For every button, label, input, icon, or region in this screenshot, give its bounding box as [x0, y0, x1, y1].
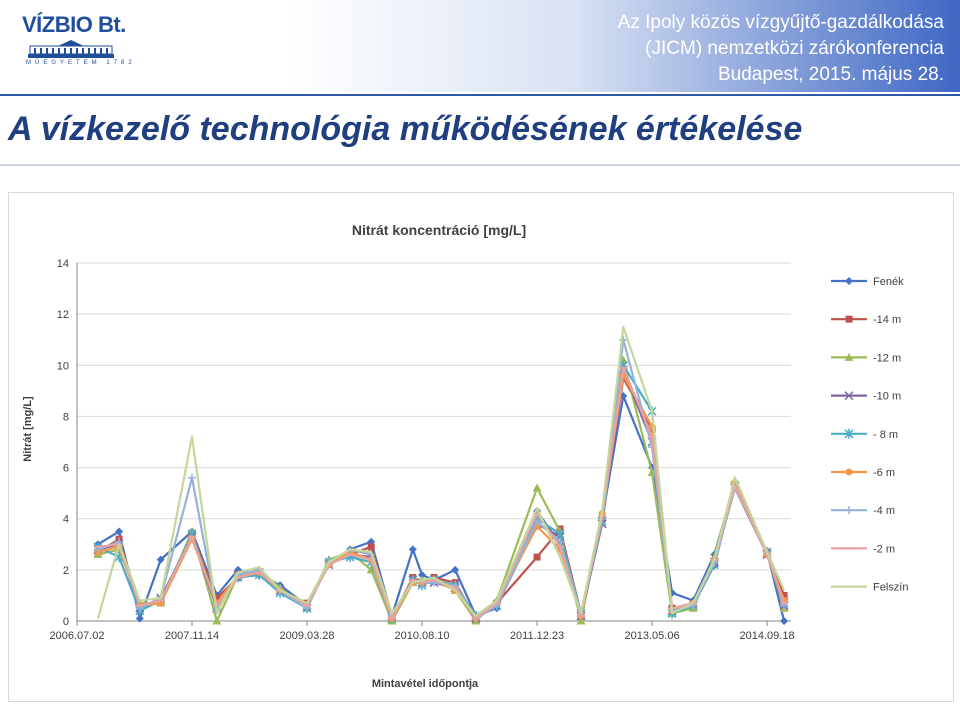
- data-point: [555, 529, 565, 540]
- legend-item: -4 m: [831, 505, 895, 517]
- data-point: [844, 428, 854, 439]
- data-point: [188, 473, 197, 482]
- conference-date: Budapest, 2015. május 28.: [717, 64, 944, 85]
- x-tick-label: 2014.09.18: [740, 630, 795, 642]
- data-point: [533, 553, 541, 561]
- y-axis-label: Nitrát [mg/L]: [22, 396, 34, 462]
- data-point: [451, 565, 460, 574]
- data-point: [845, 468, 853, 476]
- y-tick-label: 14: [57, 258, 69, 270]
- legend-item: Fenék: [831, 276, 904, 288]
- nitrate-line-chart: Nitrát koncentráció [mg/L] Nitrát [mg/L]…: [22, 222, 908, 690]
- y-tick-label: 12: [57, 309, 69, 321]
- y-tick-label: 6: [63, 463, 69, 475]
- y-tick-label: 0: [63, 616, 69, 628]
- data-point: [845, 277, 853, 285]
- data-point: [212, 616, 222, 625]
- data-point: [135, 614, 144, 623]
- data-point: [619, 335, 628, 344]
- legend-label: -6 m: [873, 467, 895, 479]
- y-tick-label: 8: [63, 411, 69, 423]
- data-point: [408, 545, 417, 554]
- legend-item: -2 m: [831, 543, 895, 555]
- legend-item: Felszín: [831, 582, 908, 594]
- slide-header: VÍZBIO Bt. MŰEGYETEM 1782 Az Ipoly közös…: [0, 0, 960, 92]
- data-point: [845, 315, 853, 323]
- company-logo: VÍZBIO Bt.: [22, 12, 126, 37]
- x-tick-label: 2009.03.28: [279, 630, 334, 642]
- legend-item: -12 m: [831, 352, 901, 364]
- header-divider: [0, 94, 960, 96]
- data-point: [532, 483, 542, 492]
- x-tick-label: 2011.12.23: [510, 630, 564, 642]
- legend-item: -6 m: [831, 467, 895, 479]
- x-tick-label: 2013.05.06: [625, 630, 680, 642]
- logo-subtitle: MŰEGYETEM 1782: [26, 60, 136, 66]
- legend-label: -2 m: [873, 543, 895, 555]
- conference-title-line2: (JICM) nemzetközi zárókonferencia: [645, 38, 944, 59]
- legend-label: -10 m: [873, 391, 901, 403]
- legend-label: Fenék: [873, 276, 904, 288]
- legend-item: -10 m: [831, 391, 901, 403]
- data-point: [115, 527, 124, 536]
- series-9: [96, 325, 786, 619]
- conference-title-line1: Az Ipoly közös vízgyűjtő-gazdálkodása: [617, 12, 944, 33]
- y-tick-label: 4: [63, 514, 69, 526]
- legend-item: - 8 m: [831, 429, 898, 441]
- data-point: [156, 555, 165, 564]
- x-tick-label: 2007.11.14: [165, 630, 219, 642]
- data-point: [844, 391, 854, 401]
- page-title: A vízkezelő technológia működésének érté…: [8, 110, 803, 148]
- chart-title: Nitrát koncentráció [mg/L]: [352, 222, 526, 238]
- x-tick-label: 2010.08.10: [395, 630, 450, 642]
- y-tick-label: 10: [57, 360, 69, 372]
- legend-label: -4 m: [873, 505, 895, 517]
- data-point: [844, 352, 854, 361]
- data-point: [780, 591, 788, 599]
- legend-label: - 8 m: [873, 429, 898, 441]
- y-tick-label: 2: [63, 565, 69, 577]
- legend-label: -14 m: [873, 314, 901, 326]
- x-axis-label: Mintavétel időpontja: [372, 678, 479, 690]
- university-building-icon: [28, 40, 114, 58]
- data-point: [234, 565, 243, 574]
- legend-item: -14 m: [831, 314, 901, 326]
- data-point: [213, 594, 221, 602]
- title-divider: [0, 164, 960, 166]
- data-point: [418, 570, 427, 579]
- legend-label: -12 m: [873, 352, 901, 364]
- data-point: [367, 543, 375, 551]
- chart-container: Nitrát koncentráció [mg/L] Nitrát [mg/L]…: [8, 192, 954, 702]
- data-point: [845, 506, 853, 515]
- data-point: [780, 617, 789, 625]
- series-line: [97, 394, 786, 622]
- data-point: [576, 616, 586, 625]
- legend-label: Felszín: [873, 582, 908, 594]
- series-line: [96, 325, 786, 619]
- x-tick-label: 2006.07.02: [49, 630, 104, 642]
